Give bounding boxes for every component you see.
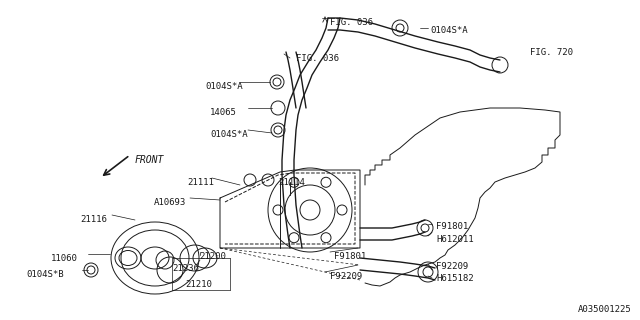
Text: FRONT: FRONT — [135, 155, 164, 165]
Text: 0104S*A: 0104S*A — [430, 26, 468, 35]
Text: H612011: H612011 — [436, 235, 474, 244]
Text: 21111: 21111 — [187, 178, 214, 187]
Text: 21116: 21116 — [80, 215, 107, 224]
Text: A035001225: A035001225 — [579, 305, 632, 314]
Text: F91801: F91801 — [334, 252, 366, 261]
Text: 0104S*A: 0104S*A — [205, 82, 243, 91]
Text: F92209: F92209 — [436, 262, 468, 271]
Text: 21114: 21114 — [278, 178, 305, 187]
Text: F91801: F91801 — [436, 222, 468, 231]
Text: 21200: 21200 — [199, 252, 226, 261]
Text: F92209: F92209 — [330, 272, 362, 281]
Text: A10693: A10693 — [154, 198, 186, 207]
Text: 0104S*A: 0104S*A — [210, 130, 248, 139]
Text: FIG. 036: FIG. 036 — [296, 54, 339, 63]
Text: FIG. 036: FIG. 036 — [330, 18, 373, 27]
Text: 0104S*B: 0104S*B — [26, 270, 63, 279]
Text: 21210: 21210 — [185, 280, 212, 289]
Text: 21236: 21236 — [172, 264, 199, 273]
Text: FIG. 720: FIG. 720 — [530, 48, 573, 57]
Text: 11060: 11060 — [51, 254, 78, 263]
Text: 14065: 14065 — [210, 108, 237, 117]
Text: H615182: H615182 — [436, 274, 474, 283]
